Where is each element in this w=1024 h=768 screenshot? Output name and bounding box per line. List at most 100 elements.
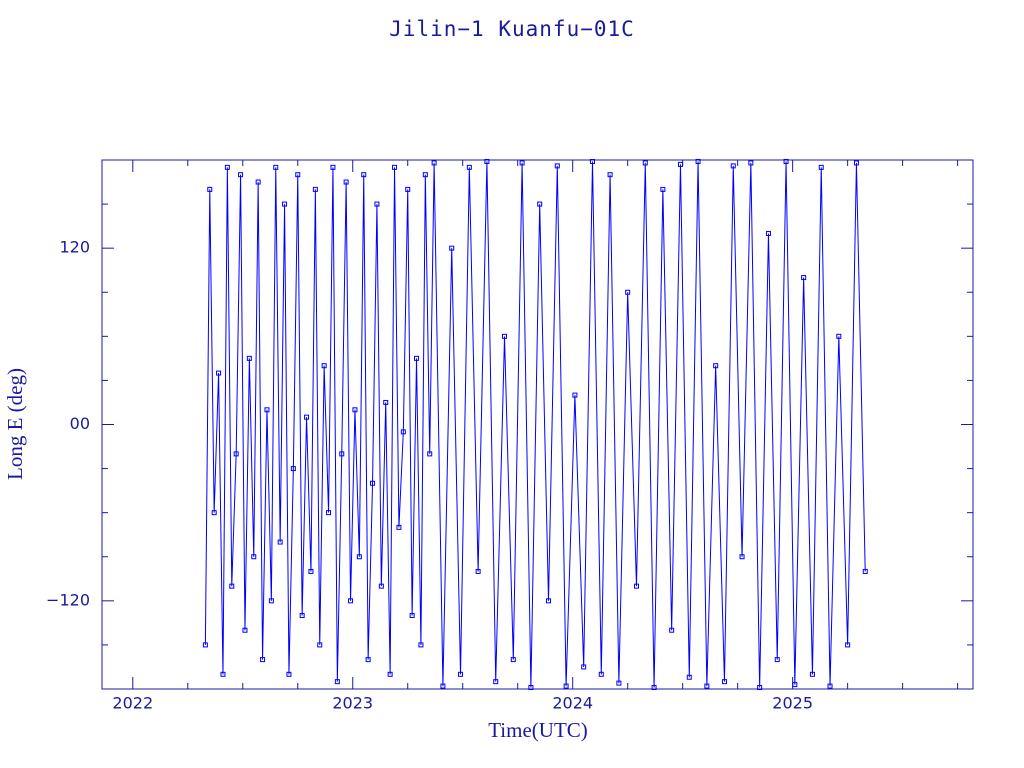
data-point — [277, 539, 283, 545]
data-point — [365, 657, 371, 663]
data-point — [651, 685, 657, 691]
y-tick-label: −120 — [46, 590, 90, 609]
data-point — [312, 186, 318, 192]
data-point — [572, 392, 578, 398]
x-tick-label: 2025 — [772, 694, 813, 713]
data-point — [845, 642, 851, 648]
data-point — [238, 172, 244, 178]
data-point — [493, 679, 499, 685]
data-point — [862, 568, 868, 574]
data-point — [836, 333, 842, 339]
chart-title: Jilin−1 Kuanfu−01C — [389, 17, 635, 41]
y-tick-label: 00 — [70, 414, 90, 433]
data-point — [343, 179, 349, 185]
data-point — [545, 598, 551, 604]
data-point — [317, 642, 323, 648]
data-point — [537, 201, 543, 207]
data-point — [475, 568, 481, 574]
data-point — [704, 683, 710, 689]
data-point — [405, 186, 411, 192]
data-point — [260, 657, 266, 663]
data-point — [396, 524, 402, 530]
data-point — [251, 554, 257, 560]
data-point — [229, 583, 235, 589]
data-point — [642, 160, 648, 166]
data-point — [414, 355, 420, 361]
x-tick-label: 2023 — [332, 694, 373, 713]
data-point — [299, 613, 305, 619]
data-point — [458, 671, 464, 677]
data-point — [242, 627, 248, 633]
data-point — [440, 683, 446, 689]
data-point — [326, 510, 332, 516]
data-point — [677, 161, 683, 167]
data-point — [686, 674, 692, 680]
data-point — [216, 370, 222, 376]
data-point — [339, 451, 345, 457]
data-point — [581, 664, 587, 670]
data-point — [321, 363, 327, 369]
data-point — [378, 583, 384, 589]
data-point — [422, 172, 428, 178]
data-point — [383, 399, 389, 405]
data-point — [792, 682, 798, 688]
data-point — [264, 407, 270, 413]
data-point — [220, 671, 226, 677]
x-tick-label: 2024 — [552, 694, 593, 713]
data-point — [695, 158, 701, 164]
data-point — [625, 289, 631, 295]
data-point — [554, 163, 560, 169]
data-point — [827, 683, 833, 689]
data-point — [853, 160, 859, 166]
data-point — [370, 480, 376, 486]
data-point — [392, 164, 398, 170]
data-point — [431, 160, 437, 166]
data-point — [669, 627, 675, 633]
data-point — [418, 642, 424, 648]
data-point — [502, 333, 508, 339]
y-tick-label: 120 — [59, 238, 90, 257]
data-point — [334, 679, 340, 685]
data-point — [757, 685, 763, 691]
data-point — [730, 163, 736, 169]
data-point — [304, 414, 310, 420]
data-point — [563, 683, 569, 689]
data-point — [783, 158, 789, 164]
data-point — [409, 613, 415, 619]
data-point — [387, 671, 393, 677]
data-point — [207, 186, 213, 192]
data-line — [204, 161, 866, 688]
data-point — [286, 671, 292, 677]
data-point — [246, 355, 252, 361]
data-point — [598, 671, 604, 677]
data-point — [224, 164, 230, 170]
data-point — [330, 164, 336, 170]
data-point — [233, 451, 239, 457]
data-point — [616, 680, 622, 686]
data-point — [809, 671, 815, 677]
data-point — [528, 685, 534, 691]
data-point — [774, 657, 780, 663]
data-point — [748, 160, 754, 166]
data-point — [255, 179, 261, 185]
x-axis-label: Time(UTC) — [488, 718, 588, 742]
data-point — [739, 554, 745, 560]
plot-frame — [101, 159, 974, 690]
data-point — [607, 172, 613, 178]
data-point — [633, 583, 639, 589]
data-point — [484, 158, 490, 164]
data-point — [427, 451, 433, 457]
data-point — [818, 164, 824, 170]
data-point — [713, 363, 719, 369]
data-point — [268, 598, 274, 604]
data-point — [282, 201, 288, 207]
data-point — [211, 510, 217, 516]
data-point — [765, 230, 771, 236]
data-point — [721, 679, 727, 685]
data-point — [273, 164, 279, 170]
data-point — [295, 172, 301, 178]
data-point — [352, 407, 358, 413]
data-point — [449, 245, 455, 251]
